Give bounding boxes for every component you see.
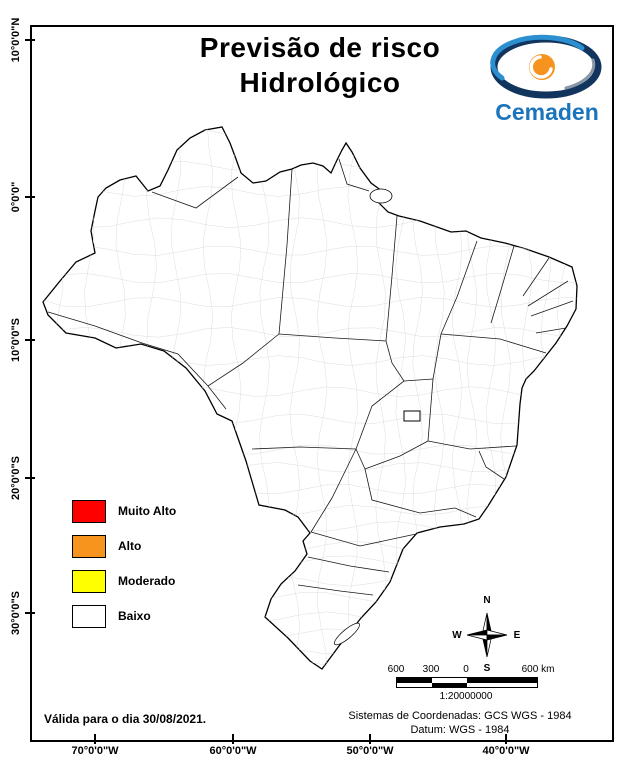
axis-tick — [232, 734, 234, 744]
longitude-label: 70°0'0"W — [71, 745, 119, 757]
axis-tick — [25, 477, 35, 479]
longitude-label: 50°0'0"W — [346, 745, 394, 757]
cemaden-logo: Cemaden — [490, 34, 602, 125]
axis-tick — [25, 196, 35, 198]
compass-rose: N S W E — [452, 595, 521, 673]
compass-label-east: E — [514, 630, 521, 641]
patos-lagoon — [334, 622, 360, 646]
scale-bar-segments — [396, 677, 538, 688]
scale-bar: 600 300 0 600 km 1:20000000 — [388, 664, 568, 706]
legend-swatch-baixo — [72, 604, 106, 628]
compass-label-north: N — [483, 595, 490, 606]
legend-item: Alto — [72, 534, 176, 558]
axis-tick — [94, 734, 96, 744]
legend-swatch-alto — [72, 534, 106, 558]
legend-label: Alto — [118, 539, 142, 553]
brazil-outline — [42, 126, 578, 670]
marajo-island — [369, 188, 393, 204]
map-frame — [30, 25, 614, 742]
legend-label: Moderado — [118, 574, 176, 588]
legend-swatch-muito-alto — [72, 499, 106, 523]
scale-ratio: 1:20000000 — [439, 691, 493, 702]
axis-tick — [369, 734, 371, 744]
latitude-label: 30°0'0"S — [10, 590, 22, 636]
scale-label: 0 — [463, 664, 469, 675]
latitude-label: 10°0'0"S — [10, 317, 22, 363]
risk-legend: Muito Alto Alto Moderado Baixo — [72, 499, 177, 640]
legend-item: Baixo — [72, 604, 176, 628]
legend-label: Baixo — [118, 609, 151, 623]
axis-tick — [25, 612, 35, 614]
latitude-label: 20°0'0"S — [10, 455, 22, 501]
scale-label: 600 km — [521, 664, 555, 675]
legend-swatch-moderado — [72, 569, 106, 593]
axis-tick — [25, 339, 35, 341]
coordinate-system-line1: Sistemas de Coordenadas: GCS WGS - 1984 — [348, 710, 572, 722]
longitude-label: 40°0'0"W — [482, 745, 530, 757]
coordinate-system-line2: Datum: WGS - 1984 — [410, 723, 510, 736]
longitude-label: 60°0'0"W — [209, 745, 257, 757]
compass-star-icon — [466, 612, 508, 658]
page-title-line2: Hidrológico — [239, 67, 401, 98]
axis-tick — [25, 39, 35, 41]
legend-item: Muito Alto — [72, 499, 177, 523]
cemaden-wordmark: Cemaden — [495, 99, 599, 125]
scale-label: 600 — [387, 664, 405, 675]
legend-item: Moderado — [72, 569, 176, 593]
compass-label-west: W — [452, 630, 462, 641]
coordinate-system-note: Sistemas de Coordenadas: GCS WGS - 1984 … — [320, 710, 600, 738]
page-title: Previsão de risco Hidrológico — [110, 30, 530, 100]
validity-note: Válida para o dia 30/08/2021. — [44, 712, 207, 726]
latitude-label: 10°0'0"N — [10, 17, 22, 63]
scale-label: 300 — [422, 664, 440, 675]
page-title-line1: Previsão de risco — [199, 32, 441, 63]
cemaden-eye-icon — [490, 34, 602, 99]
latitude-label: 0°0'0" — [10, 181, 22, 213]
distrito-federal-outline — [403, 410, 421, 422]
compass-label-south: S — [484, 663, 491, 673]
axis-tick — [505, 734, 507, 744]
state-boundaries — [47, 158, 574, 596]
legend-label: Muito Alto — [118, 504, 177, 518]
